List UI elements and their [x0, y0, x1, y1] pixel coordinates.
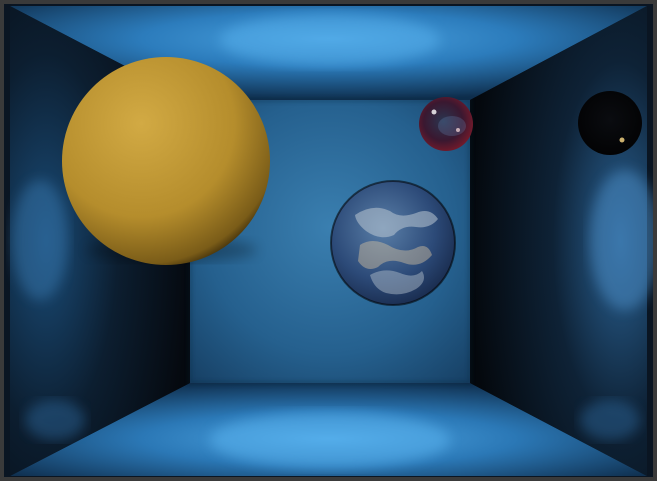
black-glass-sphere	[578, 91, 642, 155]
earth-sphere	[330, 180, 456, 306]
left-wall-glow	[12, 180, 68, 300]
right-wall-glow	[590, 170, 657, 310]
gold-sphere	[62, 57, 270, 265]
right-lower-glow	[580, 400, 640, 440]
left-lower-glow	[25, 400, 85, 440]
floor-light-glow	[210, 412, 450, 468]
ceiling-light-glow	[220, 14, 440, 66]
red-glass-sphere	[419, 97, 473, 151]
